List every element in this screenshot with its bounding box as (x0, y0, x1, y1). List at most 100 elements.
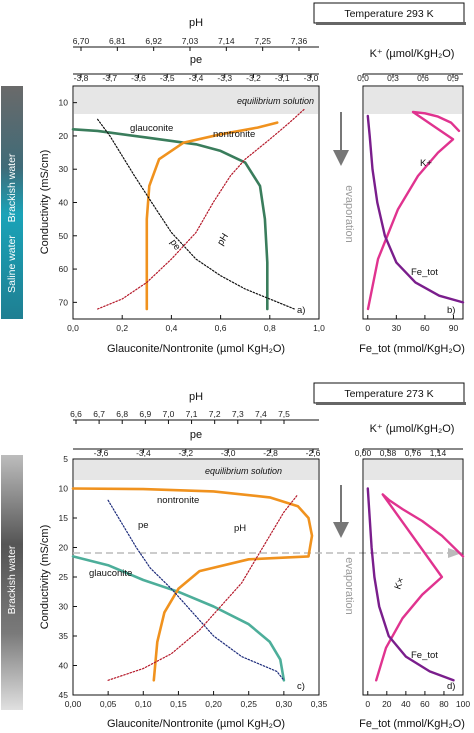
panel-a-equilibrium-label: equilibrium solution (237, 96, 314, 106)
panel-c-x-tick-label: 0,25 (240, 699, 257, 709)
panel-a-y-tick-label: 10 (59, 98, 69, 108)
panel-b-fe-tot-line (366, 114, 465, 304)
panel-d-x-tick-label: 20 (382, 699, 392, 709)
panel-a-y-tick-label: 50 (59, 231, 69, 241)
panel-c-x-tick-label: 0,15 (170, 699, 187, 709)
temperature-273-label: Temperature 273 K (344, 388, 433, 400)
panel-a-pe-tick-label: -3,4 (189, 73, 204, 83)
panel-c-ph-tick-label: 7,3 (232, 409, 244, 419)
panel-a-pe-label: pe (190, 54, 202, 66)
panel-c-x-tick-label: 0,35 (311, 699, 328, 709)
panel-d-k-label: K⁺ (µmol/KgH₂O) (370, 423, 455, 435)
panel-a-glauconite-line (71, 128, 269, 311)
panel-a-ph-tick-label: 7,03 (182, 36, 199, 46)
temperature-label-top: Temperature 293 K (313, 2, 466, 25)
panel-a-pe-tick-label: -3,3 (217, 73, 232, 83)
panel-b-xlabel: Fe_tot (mmol/KgH₂O) (359, 343, 465, 355)
panel-d-series (366, 487, 465, 682)
panel-a-pe-tick-label: -3,7 (102, 73, 117, 83)
panel-a-y-tick-label: 70 (59, 297, 69, 307)
panel-c-ph-tick-label: 6,8 (116, 409, 128, 419)
panel-a-pe-tick-label: -3,2 (246, 73, 261, 83)
water-band-top: Brackish water Saline water (1, 86, 23, 319)
panel-b-k--line (366, 110, 461, 311)
saline-water-label: Saline water (6, 235, 18, 293)
panel-b-k-tick-label: 0,0 (357, 73, 369, 83)
panel-a-pe-tick-label: -3,5 (160, 73, 175, 83)
panel-c-ylabel: Conductivity (mS/cm) (39, 525, 51, 630)
panel-c-y-tick-label: 20 (59, 543, 69, 553)
panel-a-ph-tick-label: 7,25 (254, 36, 271, 46)
panel-a-pe-annotation: pe (168, 237, 183, 252)
panel-d-frame (362, 458, 464, 696)
panel-c-x-tick-label: 0,30 (276, 699, 293, 709)
panel-c-pe-tick-label: -2,6 (306, 448, 321, 458)
panel-c-pe-tick-label: -3,4 (136, 448, 151, 458)
panel-a-x-tick-label: 0,0 (67, 323, 79, 333)
panel-d-fe-annotation: Fe_tot (411, 650, 438, 661)
panel-c-y-tick-label: 25 (59, 572, 69, 582)
panel-a-y-tick-label: 30 (59, 164, 69, 174)
panel-b-k-tick-label: 0,6 (417, 73, 429, 83)
panel-c-ph-line (107, 493, 299, 681)
panel-b-frame (362, 85, 464, 320)
panel-b-k-tick-label: 0,9 (447, 73, 459, 83)
panel-c-y-tick-label: 10 (59, 484, 69, 494)
panel-c-ph-tick-label: 7,1 (186, 409, 198, 419)
panel-c-x-tick-label: 0,05 (100, 699, 117, 709)
panel-a-pe-tick-label: -3,6 (131, 73, 146, 83)
panel-c-nontronite-label: nontronite (157, 495, 199, 506)
panel-a-ph-tick-label: 6,92 (145, 36, 162, 46)
panel-c-pe-annotation: pe (138, 520, 149, 531)
panel-b-x-tick-label: 90 (449, 323, 459, 333)
panel-a-ticks: 6,70 6,81 6,92 7,03 7,14 7,25 7,36 -3,8 -3,7 -3,6… (59, 36, 326, 333)
panel-d-k--line (375, 493, 465, 682)
panel-c-pe-label: pe (190, 429, 202, 441)
panel-a-x-tick-label: 1,0 (313, 323, 325, 333)
panel-b-x-tick-label: 60 (420, 323, 430, 333)
panel-c-y-tick-label: 15 (59, 513, 69, 523)
panel-b-ticks: 0,0 0,3 0,6 0,9 0 30 60 90 (357, 73, 459, 333)
panel-a-pe-tick-label: -3,0 (304, 73, 319, 83)
panel-a-letter: a) (297, 305, 305, 316)
temperature-293-label: Temperature 293 K (344, 8, 433, 20)
panel-c-x-tick-label: 0,20 (205, 699, 222, 709)
panel-b-equilibrium-band (364, 87, 462, 114)
panel-d-evaporation-label: evaporation (343, 557, 355, 615)
temperature-label-bottom: Temperature 273 K (313, 382, 466, 405)
panel-d-letter: d) (447, 681, 455, 692)
panel-c-y-tick-label: 30 (59, 602, 69, 612)
panel-c-equilibrium-label: equilibrium solution (205, 466, 282, 476)
panel-a-ph-annotation: pH (215, 231, 231, 247)
panel-a-pe-tick-label: -3,8 (74, 73, 89, 83)
panel-c-y-tick-label: 35 (59, 631, 69, 641)
panel-b-k-annotation: K+ (420, 158, 432, 169)
panel-d-k-tick-label: 1,14 (430, 448, 447, 458)
panel-c-ph-tick-label: 7,0 (163, 409, 175, 419)
panel-b-fe-annotation: Fe_tot (411, 267, 438, 278)
panel-c-y-tick-label: 45 (59, 690, 69, 700)
panel-d-k-tick-label: 0,00 (355, 448, 372, 458)
panel-a-y-tick-label: 40 (59, 198, 69, 208)
panel-c-nontronite-line (71, 487, 314, 682)
panel-a-y-tick-label: 20 (59, 131, 69, 141)
panel-c-pe-tick-label: -2,8 (263, 448, 278, 458)
panel-d-k-tick-label: 0,76 (405, 448, 422, 458)
dashed-line-arrowhead (448, 548, 462, 558)
panel-c-pe-tick-label: -3,2 (178, 448, 193, 458)
panel-b-series (366, 110, 465, 311)
panel-d-equilibrium-band (364, 460, 462, 480)
panel-a-nontronite-label: nontronite (213, 129, 255, 140)
panel-c-x-tick-label: 0,00 (65, 699, 82, 709)
panel-b-x-tick-label: 0 (365, 323, 370, 333)
panel-a-nontronite-line (145, 121, 279, 311)
panel-a-equilibrium-band (74, 87, 318, 114)
panel-a-ph-tick-label: 6,81 (109, 36, 126, 46)
panel-c-ph-tick-label: 7,2 (209, 409, 221, 419)
panel-a-series (71, 108, 305, 311)
panel-a-ph-tick-label: 7,14 (218, 36, 235, 46)
panel-b-k-tick-label: 0,3 (387, 73, 399, 83)
panel-c-y-tick-label: 40 (59, 661, 69, 671)
panel-a-x-tick-label: 0,4 (165, 323, 177, 333)
